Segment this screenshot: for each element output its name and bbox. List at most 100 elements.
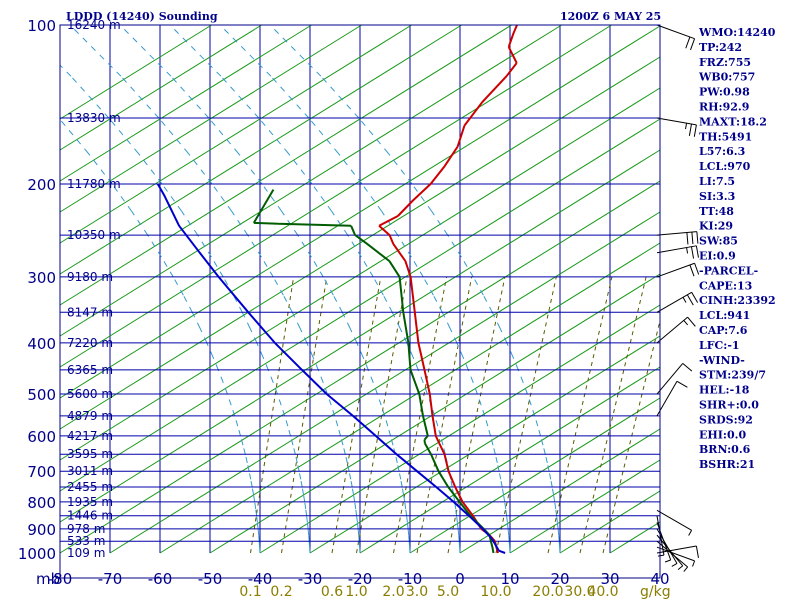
mixing-ratio-line (331, 276, 382, 554)
height-label: 1446 m (67, 509, 113, 523)
pressure-tick-label: 100 (27, 17, 56, 35)
mixing-ratio-tick-label: 1.0 (345, 584, 367, 600)
wind-barb-half-flag (692, 560, 696, 567)
wind-barb (656, 245, 699, 259)
height-label: 533 m (67, 534, 105, 548)
plot-frame (59, 24, 661, 579)
dry-adiabat-line (59, 180, 661, 554)
height-label: 10350 m (67, 228, 121, 242)
wind-barb-flag (693, 124, 697, 137)
dry-adiabat-line (59, 24, 362, 213)
parcel-line (156, 183, 506, 554)
temperature-tick-label: -20 (348, 570, 373, 588)
wind-barb-staff (656, 316, 688, 344)
index-line: TT:48 (699, 205, 734, 218)
wind-barb (656, 509, 693, 536)
sounding-indices: WMO:14240 TP:242 FRZ:755 WB0:757 PW:0.98 RH:9… (698, 26, 776, 471)
isobar-lines (60, 24, 660, 542)
temperature-tick-label: 20 (550, 570, 569, 588)
index-line: LCL:941 (699, 309, 750, 322)
mixing-ratio-unit: g/kg (640, 584, 671, 600)
chart-time: 1200Z 6 MAY 25 (560, 10, 661, 23)
index-line: L57:6.3 (699, 145, 745, 158)
index-line: SW:85 (699, 235, 738, 248)
wind-barb-staff (656, 245, 697, 254)
wind-barb-flag (691, 292, 699, 303)
wind-barb-flag (686, 232, 689, 245)
dry-adiabat-line (59, 24, 212, 120)
mixing-ratio-line (547, 276, 613, 554)
profile-series (156, 24, 518, 554)
dry-adiabat-line (359, 366, 661, 554)
pressure-tick-label: 500 (27, 386, 56, 404)
dry-adiabat-line (59, 24, 262, 151)
wind-barb (656, 380, 688, 417)
index-line: MAXT:18.2 (699, 115, 767, 128)
index-line: SHR+:0.0 (699, 399, 759, 412)
mixing-ratio-line (495, 276, 557, 554)
index-line: BRN:0.6 (699, 443, 751, 456)
index-line: PW:0.98 (699, 86, 750, 99)
wind-barb-flag (694, 263, 700, 275)
index-line: WB0:757 (698, 71, 755, 84)
wind-barb (656, 117, 697, 137)
wind-barb-flag (690, 38, 696, 51)
moist-adiabat-line (59, 119, 261, 554)
mixing-ratio-line (250, 276, 295, 554)
index-line: -PARCEL- (699, 264, 758, 277)
moist-adiabat-line (169, 24, 461, 554)
dry-adiabat-line (509, 459, 661, 554)
temperature-tick-label: 0 (455, 570, 465, 588)
index-line: -WIND- (699, 354, 745, 367)
wind-barb-flag (695, 545, 699, 558)
height-label: 5600 m (67, 387, 113, 401)
height-label: 13830 m (67, 111, 121, 125)
height-label: 4879 m (67, 409, 113, 423)
index-line: BSHR:21 (699, 458, 755, 471)
wind-barb-staff (656, 363, 684, 395)
height-label: 1935 m (67, 495, 113, 509)
dry-adiabat-line (59, 118, 661, 492)
dry-adiabat-line (459, 428, 661, 554)
dry-adiabat-line (59, 149, 661, 523)
wind-barb-half-flag (671, 563, 678, 567)
moist-adiabats (59, 24, 561, 554)
index-line: CAPE:13 (699, 279, 752, 292)
index-line: EHI:0.0 (699, 428, 746, 441)
wind-barb-flag (676, 380, 688, 388)
wind-barb-half-flag (685, 123, 688, 130)
mixing-ratio-tick-label: 3.0 (406, 584, 428, 600)
index-line: STM:239/7 (699, 369, 766, 382)
dry-adiabat-line (59, 24, 462, 275)
wind-barb (656, 363, 693, 395)
pressure-tick-label: 700 (27, 463, 56, 481)
height-label: 2455 m (67, 480, 113, 494)
dry-adiabat-line (59, 24, 512, 306)
mixing-ratio-line (602, 320, 661, 554)
height-label: 9180 m (67, 270, 113, 284)
dry-adiabat-line (59, 24, 412, 244)
dry-adiabat-line (59, 87, 661, 461)
wind-barb-flag (689, 264, 695, 277)
mixing-ratio-line (393, 276, 448, 554)
pressure-tick-label: 600 (27, 428, 56, 446)
dry-adiabat-line (109, 211, 661, 554)
dry-adiabat-line (259, 304, 661, 554)
moist-adiabat-line (269, 24, 561, 554)
pressure-tick-label: 800 (27, 494, 56, 512)
index-line: CAP:7.6 (699, 324, 748, 337)
index-line: EI:0.9 (699, 250, 736, 263)
height-label: 11780 m (67, 177, 121, 191)
wind-barb-staff (656, 24, 695, 40)
wind-barb-half-flag (686, 247, 689, 254)
height-label: 7220 m (67, 336, 113, 350)
mixing-ratio-tick-label: 10.0 (480, 584, 511, 600)
wind-barb (656, 316, 696, 344)
wind-barbs (656, 24, 700, 572)
temperature-tick-label: -50 (198, 570, 223, 588)
dry-adiabat-line (59, 56, 661, 430)
mixing-ratio-tick-label: 0.1 (239, 584, 261, 600)
wind-barb-flag (690, 246, 695, 259)
temperature-tick-label: -40 (248, 570, 273, 588)
